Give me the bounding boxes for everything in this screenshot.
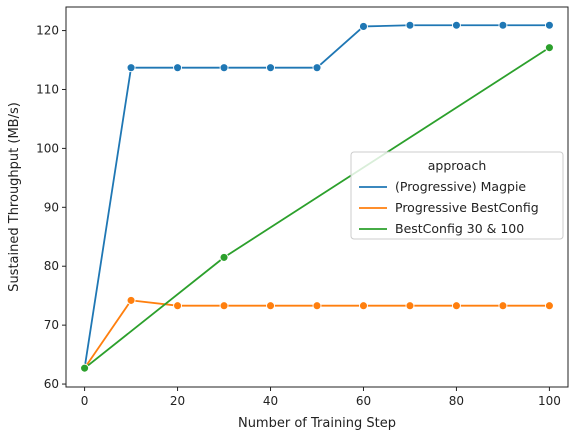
data-point (266, 63, 275, 73)
x-tick-label: 40 (263, 394, 278, 408)
y-tick-label: 120 (36, 24, 59, 38)
data-point (80, 363, 90, 373)
legend-label: (Progressive) Magpie (395, 179, 526, 194)
data-point (498, 301, 508, 311)
y-axis-label: Sustained Throughput (MB/s) (7, 102, 22, 292)
legend-item: BestConfig 30 & 100 (359, 221, 524, 236)
legend-label: BestConfig 30 & 100 (395, 221, 524, 236)
data-point (405, 20, 415, 30)
data-point (126, 295, 136, 305)
data-point (405, 301, 415, 311)
x-tick-label: 20 (170, 394, 185, 408)
axes-frame (65, 6, 569, 388)
y-tick-label: 80 (44, 259, 59, 273)
legend: approach (Progressive) Magpie Progressive … (350, 151, 564, 240)
x-tick-label: 100 (538, 394, 561, 408)
data-point (451, 20, 461, 30)
data-point (219, 301, 229, 311)
y-tick-label: 100 (36, 141, 59, 155)
data-point (544, 20, 554, 30)
data-point (126, 63, 136, 73)
data-point (173, 301, 183, 311)
data-point (498, 20, 508, 30)
data-point (312, 301, 322, 311)
y-tick-label: 70 (44, 318, 59, 332)
x-tick-label: 60 (356, 394, 371, 408)
data-point (451, 301, 461, 311)
data-point (359, 21, 368, 31)
x-tick-label: 0 (81, 394, 89, 408)
y-tick-label: 90 (44, 200, 59, 214)
data-point (219, 63, 229, 73)
x-tick-label: 80 (449, 394, 464, 408)
series-3 (80, 43, 554, 373)
y-tick-label: 60 (44, 377, 59, 391)
data-point (219, 252, 229, 262)
legend-label: Progressive BestConfig (395, 200, 539, 215)
data-point (312, 63, 322, 73)
legend-title: approach (428, 158, 487, 173)
data-point (359, 301, 368, 311)
series-layer (80, 20, 554, 373)
data-point (544, 301, 554, 311)
x-axis-label: Number of Training Step (238, 416, 396, 431)
legend-item: (Progressive) Magpie (359, 179, 526, 194)
data-point (266, 301, 275, 311)
data-point (544, 43, 554, 53)
legend-item: Progressive BestConfig (359, 200, 539, 215)
y-tick-label: 110 (36, 82, 59, 96)
data-point (173, 63, 183, 73)
axes-layer: 0 20 40 60 80 100 60 70 80 90 100 110 120 (36, 6, 569, 408)
legend-box (350, 151, 564, 240)
